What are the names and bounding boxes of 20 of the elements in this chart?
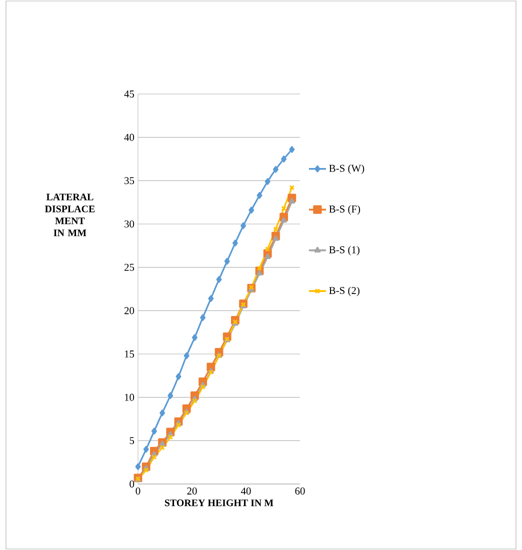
y-tick-label: 25 — [124, 264, 134, 271]
x-tick-label: 60 — [295, 488, 305, 495]
x-tick-label: 40 — [240, 488, 251, 495]
y-tick-label: 30 — [124, 220, 134, 228]
x-tick-label: 0 — [136, 488, 140, 495]
x-tick-label: 20 — [187, 488, 197, 495]
legend-label: B-S (F) — [329, 205, 360, 215]
y-tick-label: 20 — [124, 307, 134, 314]
y-tick-label: 10 — [124, 394, 134, 401]
y-tick-label: 45 — [124, 90, 134, 98]
x-axis-title: STOREY HEIGHT IN M — [164, 500, 274, 506]
legend-label: B-S (2) — [329, 286, 360, 296]
y-tick-label: 5 — [130, 437, 134, 444]
legend-label: B-S (1) — [329, 246, 360, 256]
y-tick-label: 40 — [124, 134, 134, 141]
y-tick-label: 15 — [124, 350, 134, 358]
y-axis-title: LATERAL DISPLACE MENT IN MM — [44, 194, 95, 236]
legend-label: B-S (W) — [329, 164, 364, 174]
y-tick-label: 0 — [130, 480, 134, 488]
y-tick-label: 35 — [124, 177, 134, 184]
